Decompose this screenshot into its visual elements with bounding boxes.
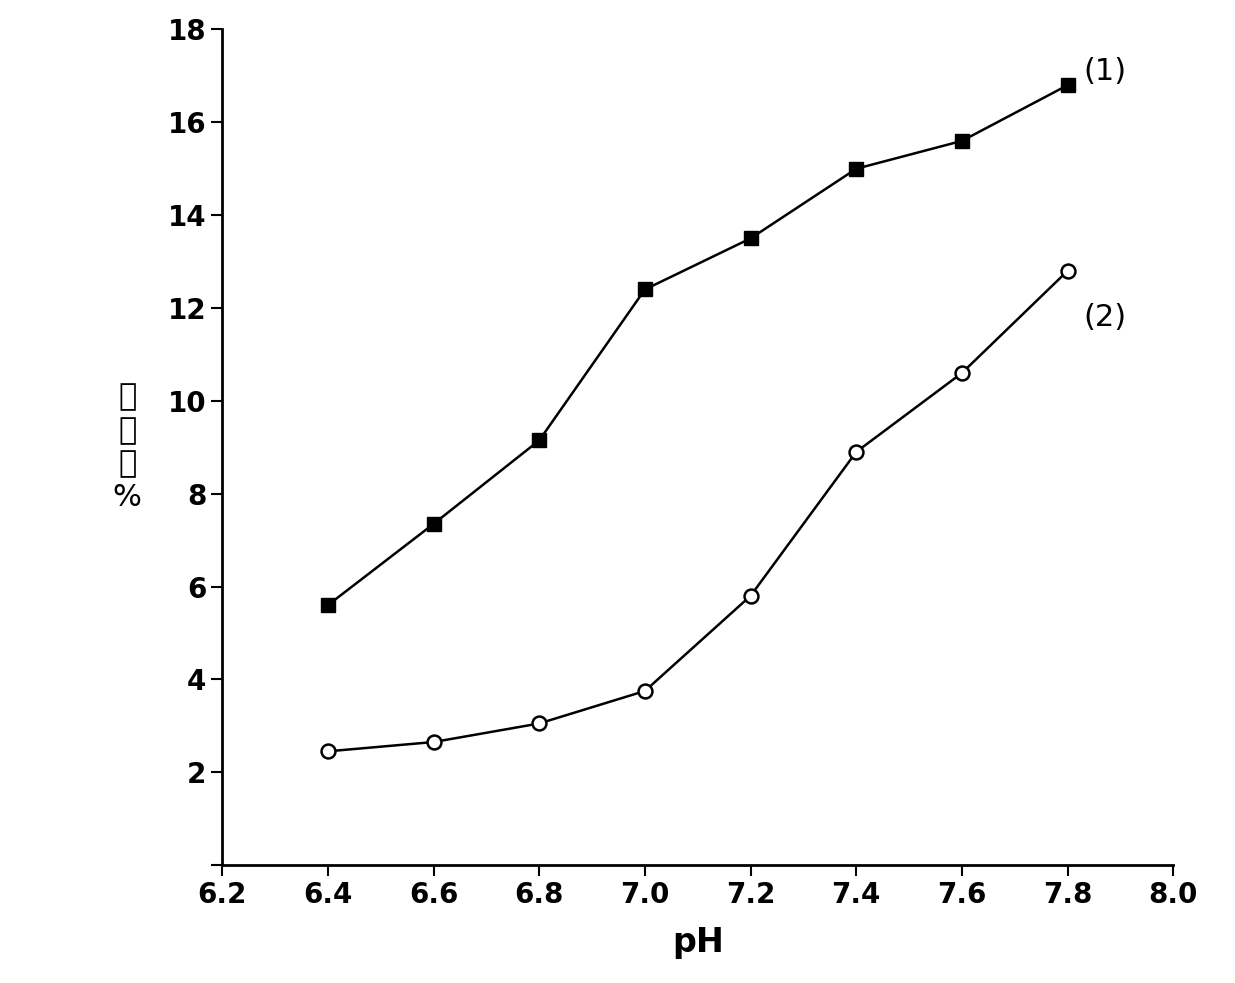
Text: (2): (2): [1083, 303, 1126, 332]
Text: (1): (1): [1083, 57, 1126, 86]
X-axis label: pH: pH: [672, 926, 724, 958]
Text: 溶
胀
率
%: 溶 胀 率 %: [112, 382, 142, 512]
